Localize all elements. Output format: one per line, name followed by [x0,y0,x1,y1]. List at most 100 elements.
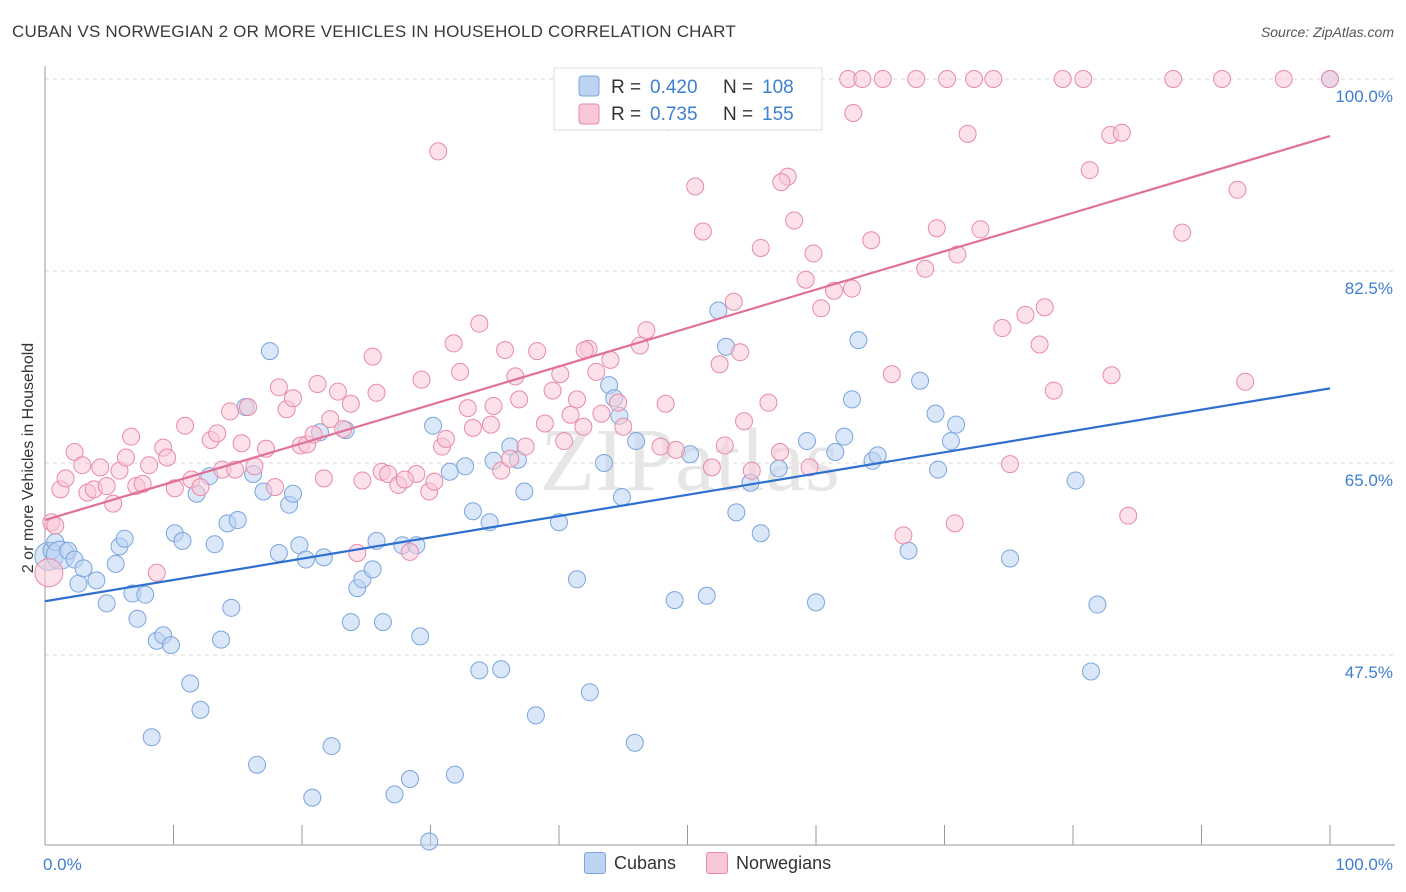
norwegians-point-138 [1112,123,1131,142]
norwegians-point-58 [425,472,444,491]
norwegians-point-73 [516,437,535,456]
norwegians-point-61 [444,334,463,353]
legend-swatch-pink [706,852,729,874]
norwegians-point-129 [1016,305,1035,324]
norwegians-point-22 [176,416,195,435]
cubans-point-29 [222,598,241,617]
cubans-point-33 [248,755,267,774]
norwegians-point-60 [436,429,455,448]
norwegians-point-52 [379,464,398,483]
correlation-legend: R = 0.420 N = 108 R = 0.735 N = 155 [553,67,823,131]
norwegians-point-121 [938,70,957,88]
norwegians-point-54 [400,542,419,561]
norwegians-point-66 [481,415,500,434]
norwegians-point-72 [510,390,529,409]
cubans-point-8 [87,571,106,590]
cubans-point-73 [580,683,599,702]
norwegians-point-117 [894,526,913,545]
y-tick-labels: 47.5% 65.0% 82.5% 100.0% [1335,87,1393,682]
norwegians-point-50 [367,383,386,402]
norwegians-point-63 [458,399,477,418]
cubans-point-38 [284,484,303,503]
norwegians-point-126 [984,70,1003,88]
norwegians-point-119 [916,259,935,278]
norwegians-point-64 [463,418,482,437]
legend-item-cubans[interactable]: Cubans [584,852,676,874]
cubans-point-16 [142,728,161,747]
norwegians-point-104 [771,443,790,462]
cubans-point-105 [1066,471,1085,490]
cubans-point-12 [115,529,134,548]
cubans-point-71 [550,513,568,532]
cubans-point-43 [314,548,333,567]
cubans-point-102 [941,432,960,451]
norwegians-point-107 [796,270,815,289]
norwegians-point-118 [907,70,926,88]
norwegians-point-115 [873,70,892,88]
norwegians-point-141 [1173,223,1192,242]
norwegians-point-108 [804,244,823,263]
cubans-point-74 [594,454,613,472]
norwegians-point-152 [429,142,448,161]
norwegians-point-74 [528,342,547,361]
norwegians-point-98 [724,292,743,311]
norwegians-point-149 [772,173,791,192]
cubans-point-44 [322,737,341,756]
norwegians-point-10 [97,477,116,496]
norwegians-point-91 [656,394,675,413]
norwegians-point-75 [535,414,554,433]
norwegians-point-127 [993,319,1012,338]
x-tick-label-0: 0.0% [43,855,82,874]
norwegians-point-130 [1030,335,1049,354]
norwegians-point-90 [651,437,670,456]
cubans-point-78 [612,488,631,507]
norwegians-point-0 [34,558,64,588]
norwegians-point-30 [232,434,251,453]
y-tick-label-2: 82.5% [1345,279,1393,298]
norwegians-point-4 [56,469,75,488]
norwegians-point-146 [800,458,819,477]
cubans-point-49 [363,560,382,579]
cubans-point-62 [463,502,482,521]
norwegians-point-70 [501,449,520,468]
norwegians-point-131 [1035,298,1054,317]
norwegians-point-26 [208,424,227,443]
cubans-point-58 [424,416,443,435]
legend-r-label-cubans: R = [611,77,641,98]
cubans-point-61 [456,457,475,476]
norwegians-point-78 [555,432,574,451]
norwegians-point-133 [1053,70,1072,88]
cubans-point-27 [212,630,231,649]
legend-item-norwegians[interactable]: Norwegians [706,852,831,874]
norwegians-point-97 [715,436,734,455]
norwegians-point-109 [812,299,831,318]
norwegians-point-147 [945,514,964,533]
legend-swatch-norwegians [578,103,600,125]
legend-label-norwegians: Norwegians [736,852,832,873]
norwegians-point-145 [1321,70,1339,88]
norwegians-point-76 [543,381,562,400]
norwegians-point-92 [666,440,685,459]
norwegians-point-106 [785,211,804,230]
cubans-point-91 [807,593,825,612]
cubans-point-57 [420,832,439,851]
norwegians-point-100 [735,412,754,431]
norwegians-point-102 [751,238,770,257]
cubans-point-6 [69,574,88,593]
norwegians-point-80 [567,390,586,409]
x-tick-label-1: 100.0% [1335,855,1393,874]
norwegians-point-41 [308,375,327,394]
norwegians-point-31 [239,398,258,417]
norwegians-point-68 [492,461,511,480]
y-tick-label-0: 47.5% [1345,663,1393,682]
norwegians-point-65 [470,314,489,333]
cubans-point-10 [106,554,125,573]
norwegians-point-142 [1213,70,1232,88]
norwegians-point-34 [266,478,285,497]
cubans-point-69 [515,482,534,501]
cubans-point-52 [385,785,404,804]
legend-n-label-norwegians: N = [723,104,753,125]
cubans-point-35 [260,342,279,361]
norwegians-point-153 [395,470,414,489]
source-label: Source: ZipAtlas.com [1260,24,1394,40]
